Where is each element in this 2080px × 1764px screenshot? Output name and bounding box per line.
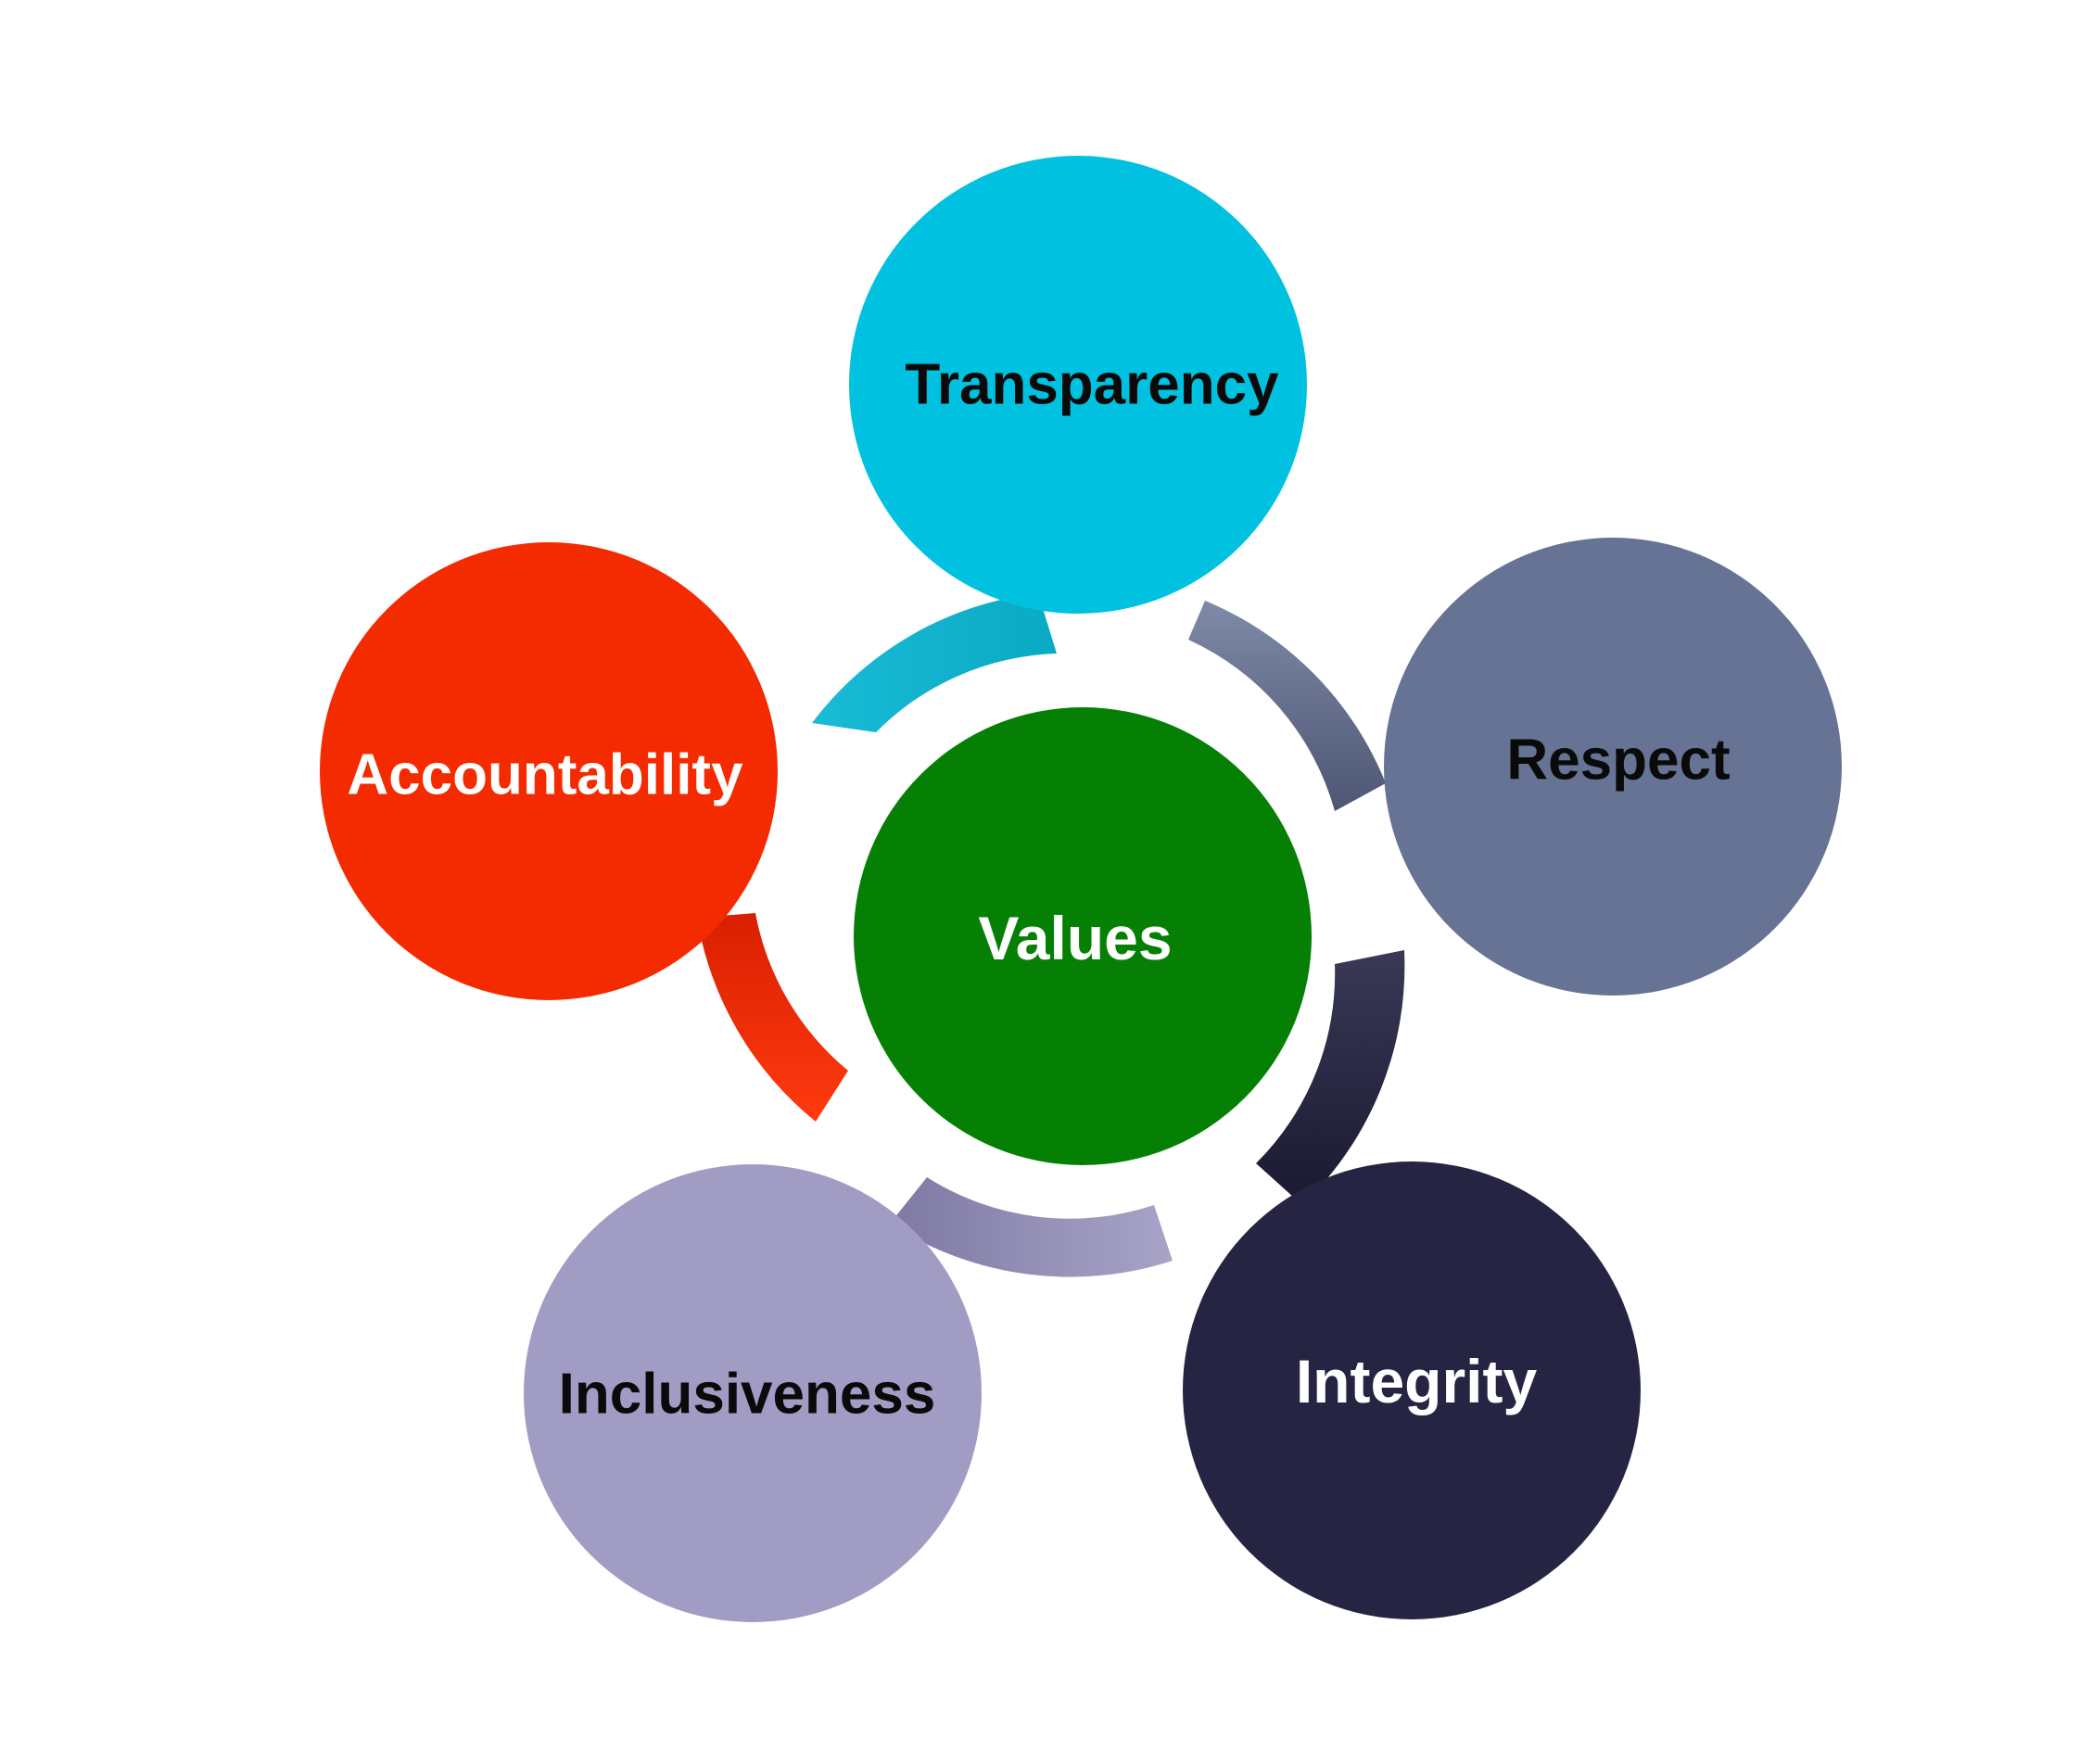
value-node-integrity: Integrity xyxy=(1183,1161,1641,1619)
connector-ring xyxy=(697,593,1405,1277)
ring-segment-accountability xyxy=(697,913,848,1122)
center-node: Values xyxy=(854,707,1312,1165)
inclusiveness-circle xyxy=(524,1164,982,1622)
inclusiveness-label: Inclusiveness xyxy=(559,1363,936,1427)
ring-segment-respect xyxy=(1188,601,1386,811)
value-node-transparency: Transparency xyxy=(849,156,1307,614)
accountability-circle xyxy=(320,542,778,1000)
center-label: Values xyxy=(978,904,1172,972)
transparency-label: Transparency xyxy=(905,353,1279,417)
center-circle xyxy=(854,707,1312,1165)
transparency-circle xyxy=(849,156,1307,614)
value-node-accountability: Accountability xyxy=(320,542,778,1000)
ring-segment-inclusiveness xyxy=(890,1177,1173,1277)
ring-segment-integrity xyxy=(1256,950,1405,1205)
ring-segment-transparency xyxy=(812,593,1057,732)
value-node-respect: Respect xyxy=(1384,538,1842,996)
respect-circle xyxy=(1384,538,1842,996)
accountability-label: Accountability xyxy=(347,743,743,807)
value-node-inclusiveness: Inclusiveness xyxy=(524,1164,982,1622)
respect-label: Respect xyxy=(1506,729,1730,793)
integrity-circle xyxy=(1183,1161,1641,1619)
integrity-label: Integrity xyxy=(1296,1347,1538,1415)
